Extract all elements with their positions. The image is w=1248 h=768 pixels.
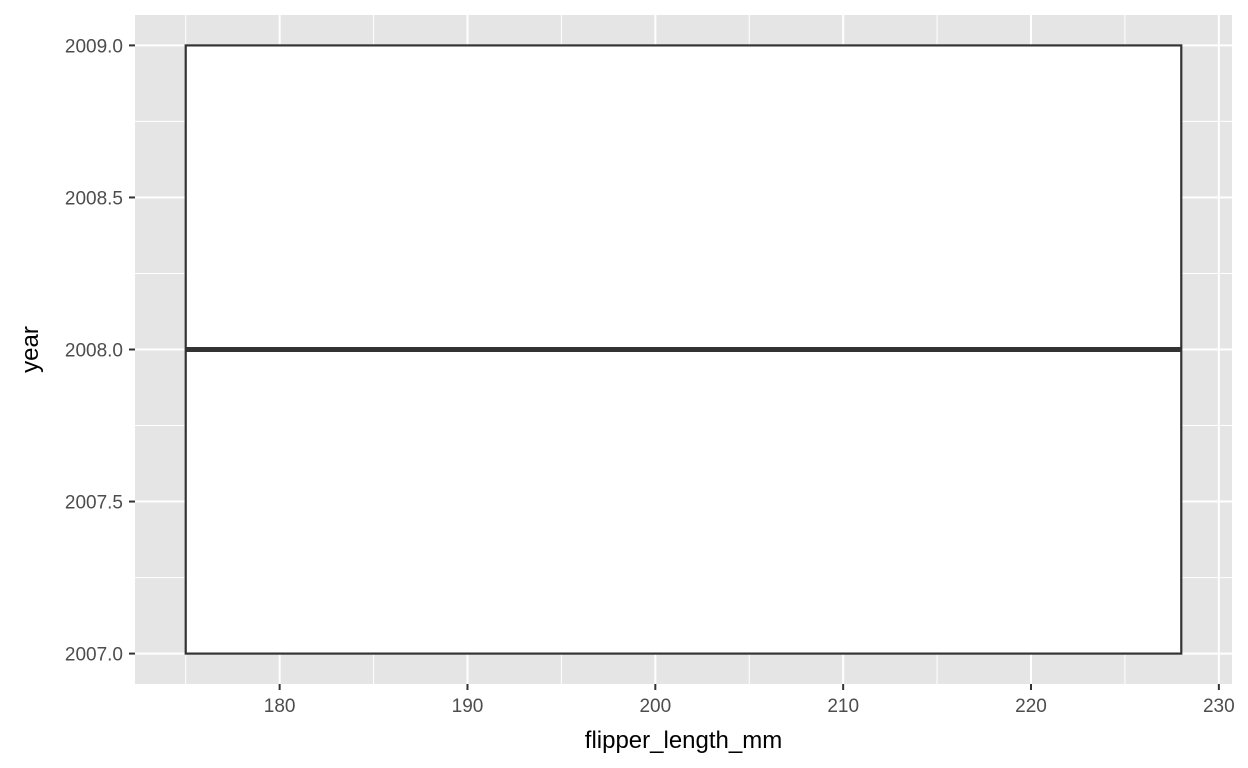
y-tick-label: 2007.5 [65,493,123,514]
y-tick-label: 2008.5 [65,188,123,209]
x-tick-label: 220 [1015,696,1047,717]
x-tick-label: 210 [827,696,859,717]
x-axis-title: flipper_length_mm [585,727,782,754]
chart-marks [184,44,1183,655]
x-tick-label: 200 [639,696,671,717]
y-tick-label: 2008.0 [65,341,123,362]
x-tick-label: 190 [452,696,484,717]
y-tick-label: 2007.0 [65,645,123,666]
y-tick-label: 2009.0 [65,36,123,57]
x-tick-label: 230 [1203,696,1235,717]
axes: 180 190 200 210 220 230 2007.0 2007.5 2008.0 2008… [65,36,1235,717]
y-axis-title: year [17,326,44,373]
x-tick-label: 180 [264,696,296,717]
